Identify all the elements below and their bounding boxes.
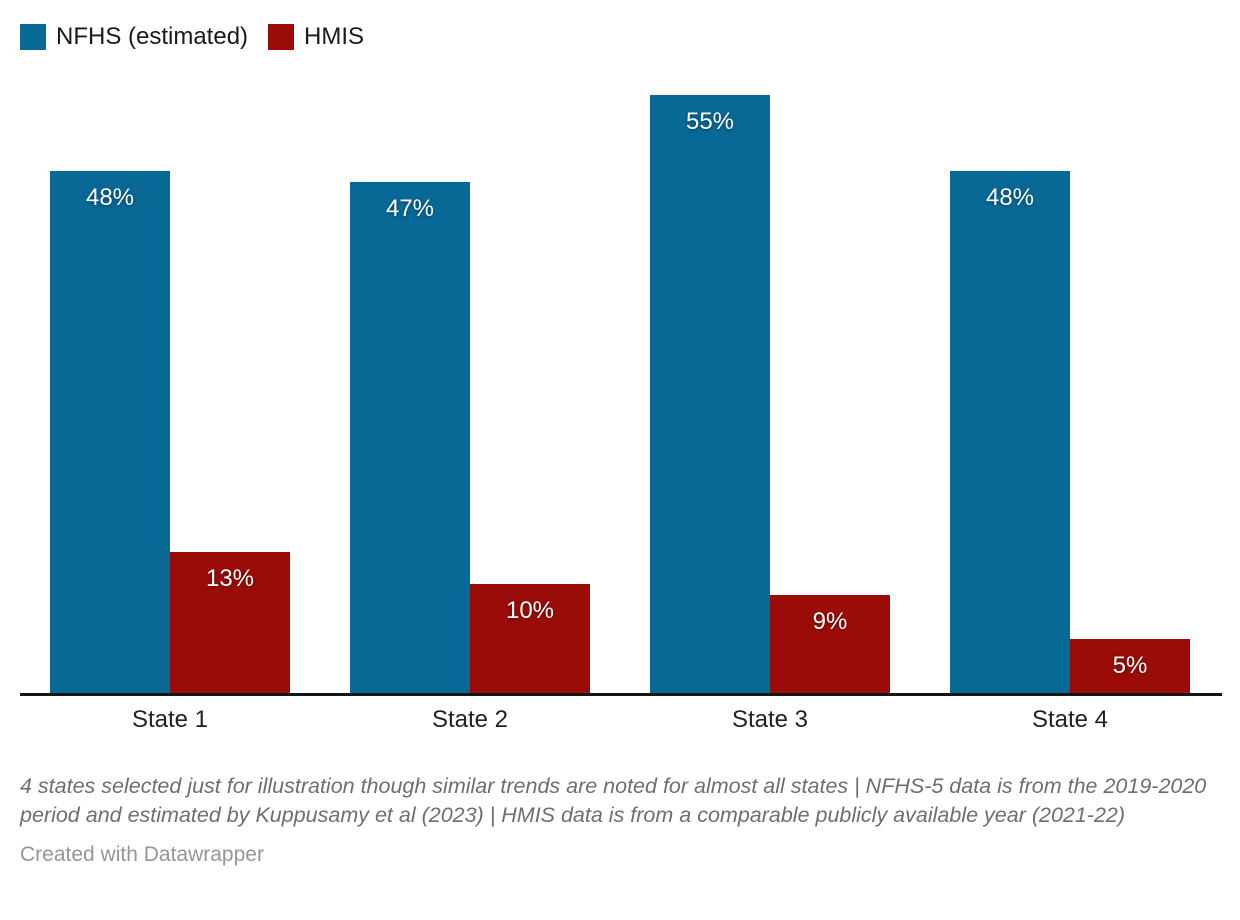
- legend-label: HMIS: [304, 23, 365, 50]
- bar-nfhs-estimated-state-2: 47%: [350, 182, 470, 693]
- bar-hmis-state-1: 13%: [170, 552, 290, 693]
- x-axis-label-state-4: State 4: [1031, 706, 1109, 733]
- bar-value-label: 10%: [505, 597, 555, 624]
- x-axis-labels: State 1 State 2 State 3 State 4: [20, 696, 1222, 742]
- bar-nfhs-estimated-state-3: 55%: [650, 95, 770, 693]
- bar-value-label: 48%: [985, 184, 1035, 211]
- bar-group-state-3: 55% 9%: [650, 95, 890, 693]
- legend-swatch-icon: [268, 24, 295, 50]
- legend-item-1: HMIS: [268, 24, 364, 50]
- bar-value-label: 48%: [85, 184, 135, 211]
- x-axis-label-state-1: State 1: [131, 706, 209, 733]
- bar-value-label: 13%: [205, 565, 255, 592]
- bar-group-state-2: 47% 10%: [350, 182, 590, 693]
- bar-hmis-state-4: 5%: [1070, 639, 1190, 693]
- bar-value-label: 47%: [385, 195, 435, 222]
- datawrapper-attribution-link[interactable]: Created with Datawrapper: [20, 843, 264, 866]
- bar-value-label: 9%: [812, 608, 848, 635]
- bar-group-state-1: 48% 13%: [50, 171, 290, 693]
- bar-nfhs-estimated-state-4: 48%: [950, 171, 1070, 693]
- bar-value-label: 55%: [685, 108, 735, 135]
- legend-item-0: NFHS (estimated): [20, 24, 248, 50]
- legend: NFHS (estimated) HMIS: [20, 24, 1222, 50]
- bar-group-state-4: 48% 5%: [950, 171, 1190, 693]
- x-axis-label-state-3: State 3: [731, 706, 809, 733]
- bar-value-label: 5%: [1112, 652, 1148, 679]
- plot-area: 48% 13% 47% 10% 55% 9% 48% 5%: [20, 73, 1222, 696]
- x-axis-label-state-2: State 2: [431, 706, 509, 733]
- bar-hmis-state-3: 9%: [770, 595, 890, 693]
- chart-notes: 4 states selected just for illustration …: [20, 774, 1207, 827]
- bar-hmis-state-2: 10%: [470, 584, 590, 693]
- chart-container: NFHS (estimated) HMIS 48% 13% 47% 10% 55% 9% 48…: [20, 24, 1222, 866]
- legend-swatch-icon: [20, 24, 46, 50]
- legend-label: NFHS (estimated): [56, 23, 249, 50]
- bar-nfhs-estimated-state-1: 48%: [50, 171, 170, 693]
